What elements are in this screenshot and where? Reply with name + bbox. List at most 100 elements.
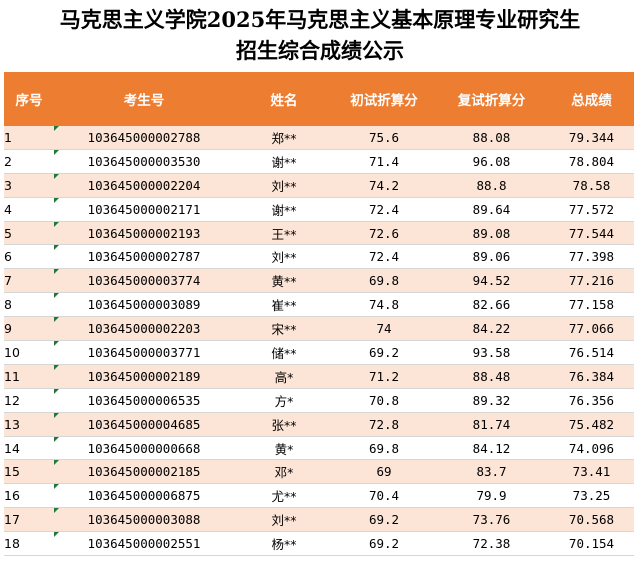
cell-candidate-id[interactable]: 103645000002204	[54, 173, 234, 198]
cell-total-score[interactable]: 79.344	[549, 126, 634, 150]
cell-candidate-id[interactable]: 103645000002189	[54, 364, 234, 389]
header-initial-score[interactable]: 初试折算分	[334, 72, 434, 126]
cell-initial-score[interactable]: 74.2	[334, 173, 434, 198]
header-name[interactable]: 姓名	[234, 72, 334, 126]
cell-total-score[interactable]: 77.398	[549, 244, 634, 270]
header-rank[interactable]: 序号	[4, 72, 54, 126]
cell-retest-score[interactable]: 88.48	[434, 364, 549, 389]
cell-candidate-id[interactable]: 103645000002787	[54, 244, 234, 270]
cell-total-score[interactable]: 77.572	[549, 197, 634, 222]
cell-retest-score[interactable]: 89.08	[434, 221, 549, 246]
cell-initial-score[interactable]: 74.8	[334, 292, 434, 318]
header-total-score[interactable]: 总成绩	[549, 72, 634, 126]
cell-total-score[interactable]: 77.216	[549, 268, 634, 294]
cell-total-score[interactable]: 76.356	[549, 388, 634, 413]
cell-total-score[interactable]: 70.568	[549, 507, 634, 533]
cell-initial-score[interactable]: 72.8	[334, 412, 434, 437]
cell-retest-score[interactable]: 96.08	[434, 149, 549, 174]
cell-initial-score[interactable]: 69.8	[334, 268, 434, 294]
cell-name[interactable]: 黄*	[234, 436, 334, 461]
cell-rank[interactable]: 8	[4, 292, 54, 318]
cell-total-score[interactable]: 70.154	[549, 531, 634, 557]
cell-name[interactable]: 崔**	[234, 292, 334, 318]
cell-initial-score[interactable]: 74	[334, 316, 434, 342]
cell-name[interactable]: 刘**	[234, 173, 334, 198]
cell-name[interactable]: 方*	[234, 388, 334, 413]
cell-retest-score[interactable]: 83.7	[434, 459, 549, 485]
cell-retest-score[interactable]: 72.38	[434, 531, 549, 557]
cell-name[interactable]: 黄**	[234, 268, 334, 294]
cell-candidate-id[interactable]: 103645000003774	[54, 268, 234, 294]
cell-rank[interactable]: 4	[4, 197, 54, 222]
cell-total-score[interactable]: 76.514	[549, 340, 634, 365]
cell-retest-score[interactable]: 84.22	[434, 316, 549, 342]
cell-name[interactable]: 刘**	[234, 244, 334, 270]
cell-retest-score[interactable]: 82.66	[434, 292, 549, 318]
cell-rank[interactable]: 15	[4, 459, 54, 485]
cell-candidate-id[interactable]: 103645000002551	[54, 531, 234, 557]
cell-initial-score[interactable]: 70.8	[334, 388, 434, 413]
cell-rank[interactable]: 14	[4, 436, 54, 461]
cell-candidate-id[interactable]: 103645000006875	[54, 483, 234, 509]
cell-name[interactable]: 储**	[234, 340, 334, 365]
cell-initial-score[interactable]: 69.8	[334, 436, 434, 461]
cell-initial-score[interactable]: 71.4	[334, 149, 434, 174]
cell-initial-score[interactable]: 75.6	[334, 126, 434, 150]
cell-candidate-id[interactable]: 103645000003088	[54, 507, 234, 533]
cell-total-score[interactable]: 73.25	[549, 483, 634, 509]
cell-total-score[interactable]: 77.158	[549, 292, 634, 318]
cell-rank[interactable]: 9	[4, 316, 54, 342]
cell-candidate-id[interactable]: 103645000006535	[54, 388, 234, 413]
cell-candidate-id[interactable]: 103645000002788	[54, 126, 234, 150]
cell-name[interactable]: 邓*	[234, 459, 334, 485]
cell-total-score[interactable]: 78.58	[549, 173, 634, 198]
cell-rank[interactable]: 6	[4, 244, 54, 270]
cell-total-score[interactable]: 75.482	[549, 412, 634, 437]
cell-candidate-id[interactable]: 103645000002193	[54, 221, 234, 246]
cell-total-score[interactable]: 78.804	[549, 149, 634, 174]
cell-retest-score[interactable]: 88.08	[434, 126, 549, 150]
cell-name[interactable]: 张**	[234, 412, 334, 437]
cell-retest-score[interactable]: 94.52	[434, 268, 549, 294]
cell-rank[interactable]: 10	[4, 340, 54, 365]
cell-total-score[interactable]: 77.066	[549, 316, 634, 342]
cell-candidate-id[interactable]: 103645000002185	[54, 459, 234, 485]
cell-candidate-id[interactable]: 103645000003530	[54, 149, 234, 174]
cell-candidate-id[interactable]: 103645000004685	[54, 412, 234, 437]
cell-retest-score[interactable]: 89.64	[434, 197, 549, 222]
cell-candidate-id[interactable]: 103645000003089	[54, 292, 234, 318]
cell-initial-score[interactable]: 71.2	[334, 364, 434, 389]
cell-initial-score[interactable]: 72.4	[334, 244, 434, 270]
cell-candidate-id[interactable]: 103645000002171	[54, 197, 234, 222]
cell-name[interactable]: 宋**	[234, 316, 334, 342]
cell-rank[interactable]: 7	[4, 268, 54, 294]
cell-initial-score[interactable]: 72.4	[334, 197, 434, 222]
cell-retest-score[interactable]: 73.76	[434, 507, 549, 533]
cell-retest-score[interactable]: 93.58	[434, 340, 549, 365]
cell-rank[interactable]: 5	[4, 221, 54, 246]
cell-rank[interactable]: 13	[4, 412, 54, 437]
cell-initial-score[interactable]: 72.6	[334, 221, 434, 246]
cell-retest-score[interactable]: 84.12	[434, 436, 549, 461]
cell-initial-score[interactable]: 69	[334, 459, 434, 485]
cell-candidate-id[interactable]: 103645000003771	[54, 340, 234, 365]
cell-rank[interactable]: 2	[4, 149, 54, 174]
cell-initial-score[interactable]: 69.2	[334, 340, 434, 365]
cell-name[interactable]: 王**	[234, 221, 334, 246]
header-retest-score[interactable]: 复试折算分	[434, 72, 549, 126]
cell-name[interactable]: 郑**	[234, 126, 334, 150]
cell-rank[interactable]: 16	[4, 483, 54, 509]
cell-name[interactable]: 谢**	[234, 149, 334, 174]
cell-retest-score[interactable]: 89.06	[434, 244, 549, 270]
cell-rank[interactable]: 18	[4, 531, 54, 557]
cell-name[interactable]: 刘**	[234, 507, 334, 533]
cell-rank[interactable]: 1	[4, 126, 54, 150]
cell-name[interactable]: 杨**	[234, 531, 334, 557]
cell-name[interactable]: 谢**	[234, 197, 334, 222]
cell-candidate-id[interactable]: 103645000000668	[54, 436, 234, 461]
cell-total-score[interactable]: 77.544	[549, 221, 634, 246]
cell-name[interactable]: 尤**	[234, 483, 334, 509]
cell-rank[interactable]: 3	[4, 173, 54, 198]
cell-total-score[interactable]: 74.096	[549, 436, 634, 461]
cell-retest-score[interactable]: 88.8	[434, 173, 549, 198]
